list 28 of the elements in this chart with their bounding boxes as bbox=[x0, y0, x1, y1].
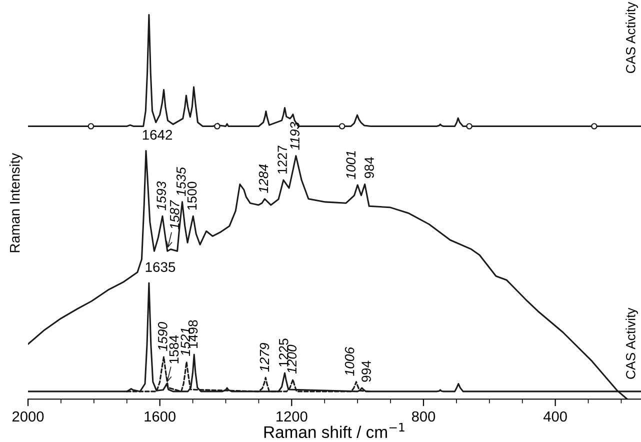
annotation: 1284 bbox=[258, 164, 268, 193]
x-tick-label: 400 bbox=[543, 411, 567, 422]
annotation: 1200 bbox=[287, 344, 297, 374]
annotation: 1535 bbox=[176, 167, 186, 196]
annotation: 1590 bbox=[158, 322, 168, 351]
x-axis-title: Raman shift / cm$^{−1}$ bbox=[264, 422, 404, 438]
annotation: 1006 bbox=[344, 346, 354, 376]
x-tick-label: 800 bbox=[412, 411, 436, 422]
annotation: 994 bbox=[362, 360, 371, 382]
annotation: 1279 bbox=[260, 342, 270, 372]
x-tick-label: 2000 bbox=[12, 411, 44, 422]
annotation: 1225 bbox=[278, 338, 288, 366]
annotation: 984 bbox=[364, 157, 374, 178]
x-tick-label: 1600 bbox=[144, 411, 176, 422]
annotation: 1498 bbox=[188, 320, 198, 348]
annotation: 1584 bbox=[169, 335, 179, 364]
annotation: 1500 bbox=[187, 182, 197, 210]
annotation: 1001 bbox=[346, 151, 356, 180]
annotation: 1635 bbox=[146, 262, 176, 272]
annotation: 1193 bbox=[290, 122, 300, 150]
annotation: 1593 bbox=[156, 181, 166, 210]
annotation: 1227 bbox=[278, 146, 287, 174]
x-tick-label: 1200 bbox=[276, 411, 308, 422]
y2-axis-title: CAS Activity bbox=[626, 308, 638, 379]
annotation: 1587 bbox=[170, 200, 180, 230]
annotation: CAS Activity bbox=[626, 2, 638, 74]
y-axis-title: Raman Intensity bbox=[10, 152, 22, 252]
annotation: 1642 bbox=[142, 130, 172, 140]
